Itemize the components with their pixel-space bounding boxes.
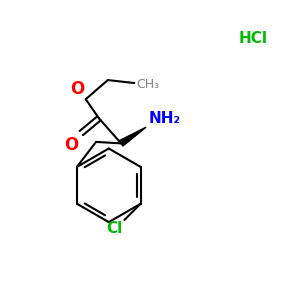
Text: Cl: Cl [106,221,122,236]
Text: CH₃: CH₃ [137,78,160,91]
Text: NH₂: NH₂ [148,111,181,126]
Text: O: O [70,80,84,98]
Polygon shape [119,127,146,146]
Text: HCl: HCl [238,31,268,46]
Text: O: O [64,136,78,154]
